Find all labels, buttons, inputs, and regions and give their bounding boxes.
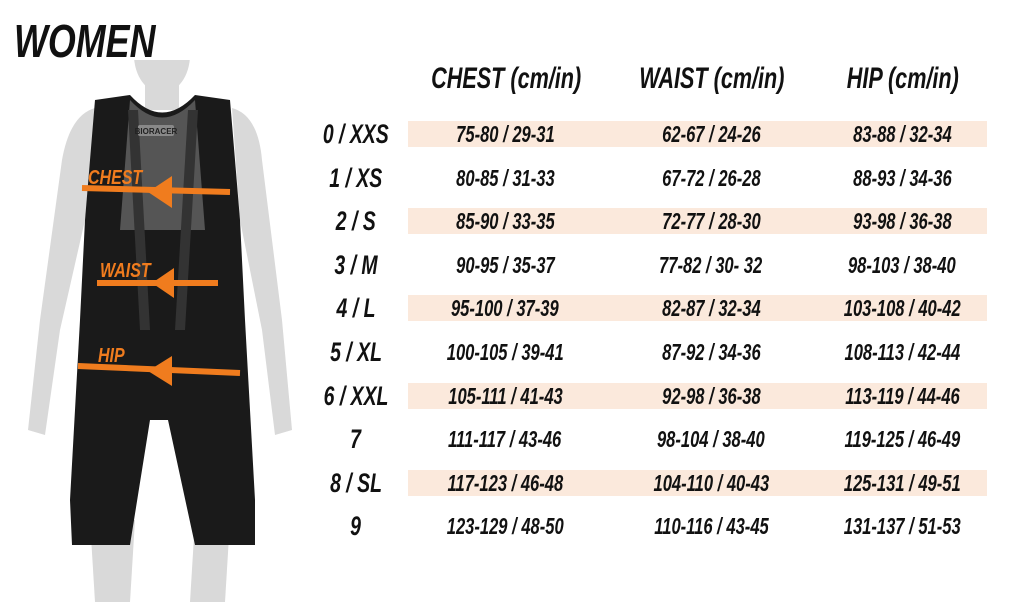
row-highlight — [408, 382, 987, 409]
chest-value: 90-95 / 35-37 — [455, 251, 555, 278]
chest-value: 111-117 / 43-46 — [448, 426, 562, 453]
size-label: 4 / L — [336, 293, 376, 324]
size-label: 6 / XXL — [323, 380, 389, 411]
hip-value: 83-88 / 32-34 — [852, 121, 952, 147]
table-row: 2 / S 85-90 / 33-35 72-77 / 28-30 93-98 / 3… — [300, 206, 1000, 237]
size-label: 1 / XS — [329, 162, 383, 193]
header-chest: CHEST (cm/in) — [430, 62, 582, 95]
size-label: 7 — [350, 424, 362, 455]
hip-value: 103-108 / 40-42 — [843, 295, 961, 322]
hip-value: 113-119 / 44-46 — [844, 382, 960, 409]
waist-value: 82-87 / 32-34 — [661, 295, 761, 322]
page-title: WOMEN — [14, 15, 156, 67]
brand-logo: BIORACER — [135, 127, 178, 136]
waist-value: 67-72 / 26-28 — [661, 164, 761, 191]
chest-value: 85-90 / 33-35 — [455, 208, 555, 235]
table-row: 0 / XXS 75-80 / 29-31 62-67 / 24-26 83-88 /… — [300, 119, 1000, 149]
waist-label: WAIST — [100, 259, 152, 281]
size-label: 3 / M — [334, 249, 378, 280]
chest-value: 117-123 / 46-48 — [447, 469, 563, 496]
hip-label: HIP — [98, 344, 125, 366]
table-row: 8 / SL 117-123 / 46-48 104-110 / 40-43 125-… — [300, 467, 1000, 498]
size-label: 8 / SL — [330, 467, 382, 498]
table-row: 3 / M 90-95 / 35-37 77-82 / 30- 32 98-103 /… — [300, 249, 1000, 280]
hip-value: 131-137 / 51-53 — [843, 513, 961, 540]
size-label: 5 / XL — [330, 337, 382, 367]
hip-arrow — [77, 356, 241, 386]
size-label: 9 — [350, 511, 362, 542]
hip-value: 98-103 / 38-40 — [848, 251, 956, 278]
hip-value: 119-125 / 46-49 — [844, 426, 960, 453]
row-highlight — [408, 295, 987, 322]
waist-value: 77-82 / 30- 32 — [659, 251, 763, 278]
chest-value: 75-80 / 29-31 — [455, 121, 555, 147]
chest-value: 105-111 / 41-43 — [447, 382, 563, 409]
hip-value: 88-93 / 34-36 — [852, 164, 952, 191]
chest-value: 95-100 / 37-39 — [451, 295, 559, 322]
waist-value: 92-98 / 36-38 — [661, 382, 761, 409]
table-row: 1 / XS 80-85 / 31-33 67-72 / 26-28 88-93 / … — [300, 162, 1000, 193]
model-figure: BIORACER CHEST WAIST HIP — [28, 60, 292, 602]
waist-value: 104-110 / 40-43 — [653, 469, 769, 496]
table-row: 6 / XXL 105-111 / 41-43 92-98 / 36-38 113-1… — [300, 380, 1000, 411]
waist-value: 72-77 / 28-30 — [661, 208, 761, 235]
waist-value: 87-92 / 34-36 — [661, 339, 761, 365]
measure-arrows — [77, 176, 241, 386]
chest-label: CHEST — [88, 166, 144, 188]
hip-value: 93-98 / 36-38 — [852, 208, 952, 235]
size-label: 0 / XXS — [323, 119, 389, 149]
chest-value: 80-85 / 31-33 — [455, 164, 555, 191]
chest-arrow — [81, 176, 231, 208]
hip-value: 125-131 / 49-51 — [843, 469, 961, 496]
header-waist: WAIST (cm/in) — [639, 62, 785, 95]
waist-value: 98-104 / 38-40 — [657, 426, 765, 453]
header-hip: HIP (cm/in) — [846, 62, 960, 95]
bib-suit: BIORACER — [70, 95, 255, 545]
waist-value: 62-67 / 24-26 — [661, 121, 761, 147]
chest-value: 123-129 / 48-50 — [446, 513, 564, 540]
row-highlight — [408, 121, 987, 147]
waist-arrow — [97, 268, 218, 298]
chest-value: 100-105 / 39-41 — [446, 339, 564, 365]
waist-value: 110-116 / 43-45 — [653, 513, 769, 540]
hip-value: 108-113 / 42-44 — [844, 339, 960, 365]
table-row: 7 111-117 / 43-46 98-104 / 38-40 119-125 / … — [300, 424, 1000, 455]
size-label: 2 / S — [336, 206, 376, 237]
row-highlight — [408, 469, 987, 496]
table-row: 9 123-129 / 48-50 110-116 / 43-45 131-137 /… — [300, 511, 1000, 542]
row-highlight — [408, 208, 987, 235]
table-row: 5 / XL 100-105 / 39-41 87-92 / 34-36 108-11… — [300, 337, 1000, 367]
table-row: 4 / L 95-100 / 37-39 82-87 / 32-34 103-108 … — [300, 293, 1000, 324]
